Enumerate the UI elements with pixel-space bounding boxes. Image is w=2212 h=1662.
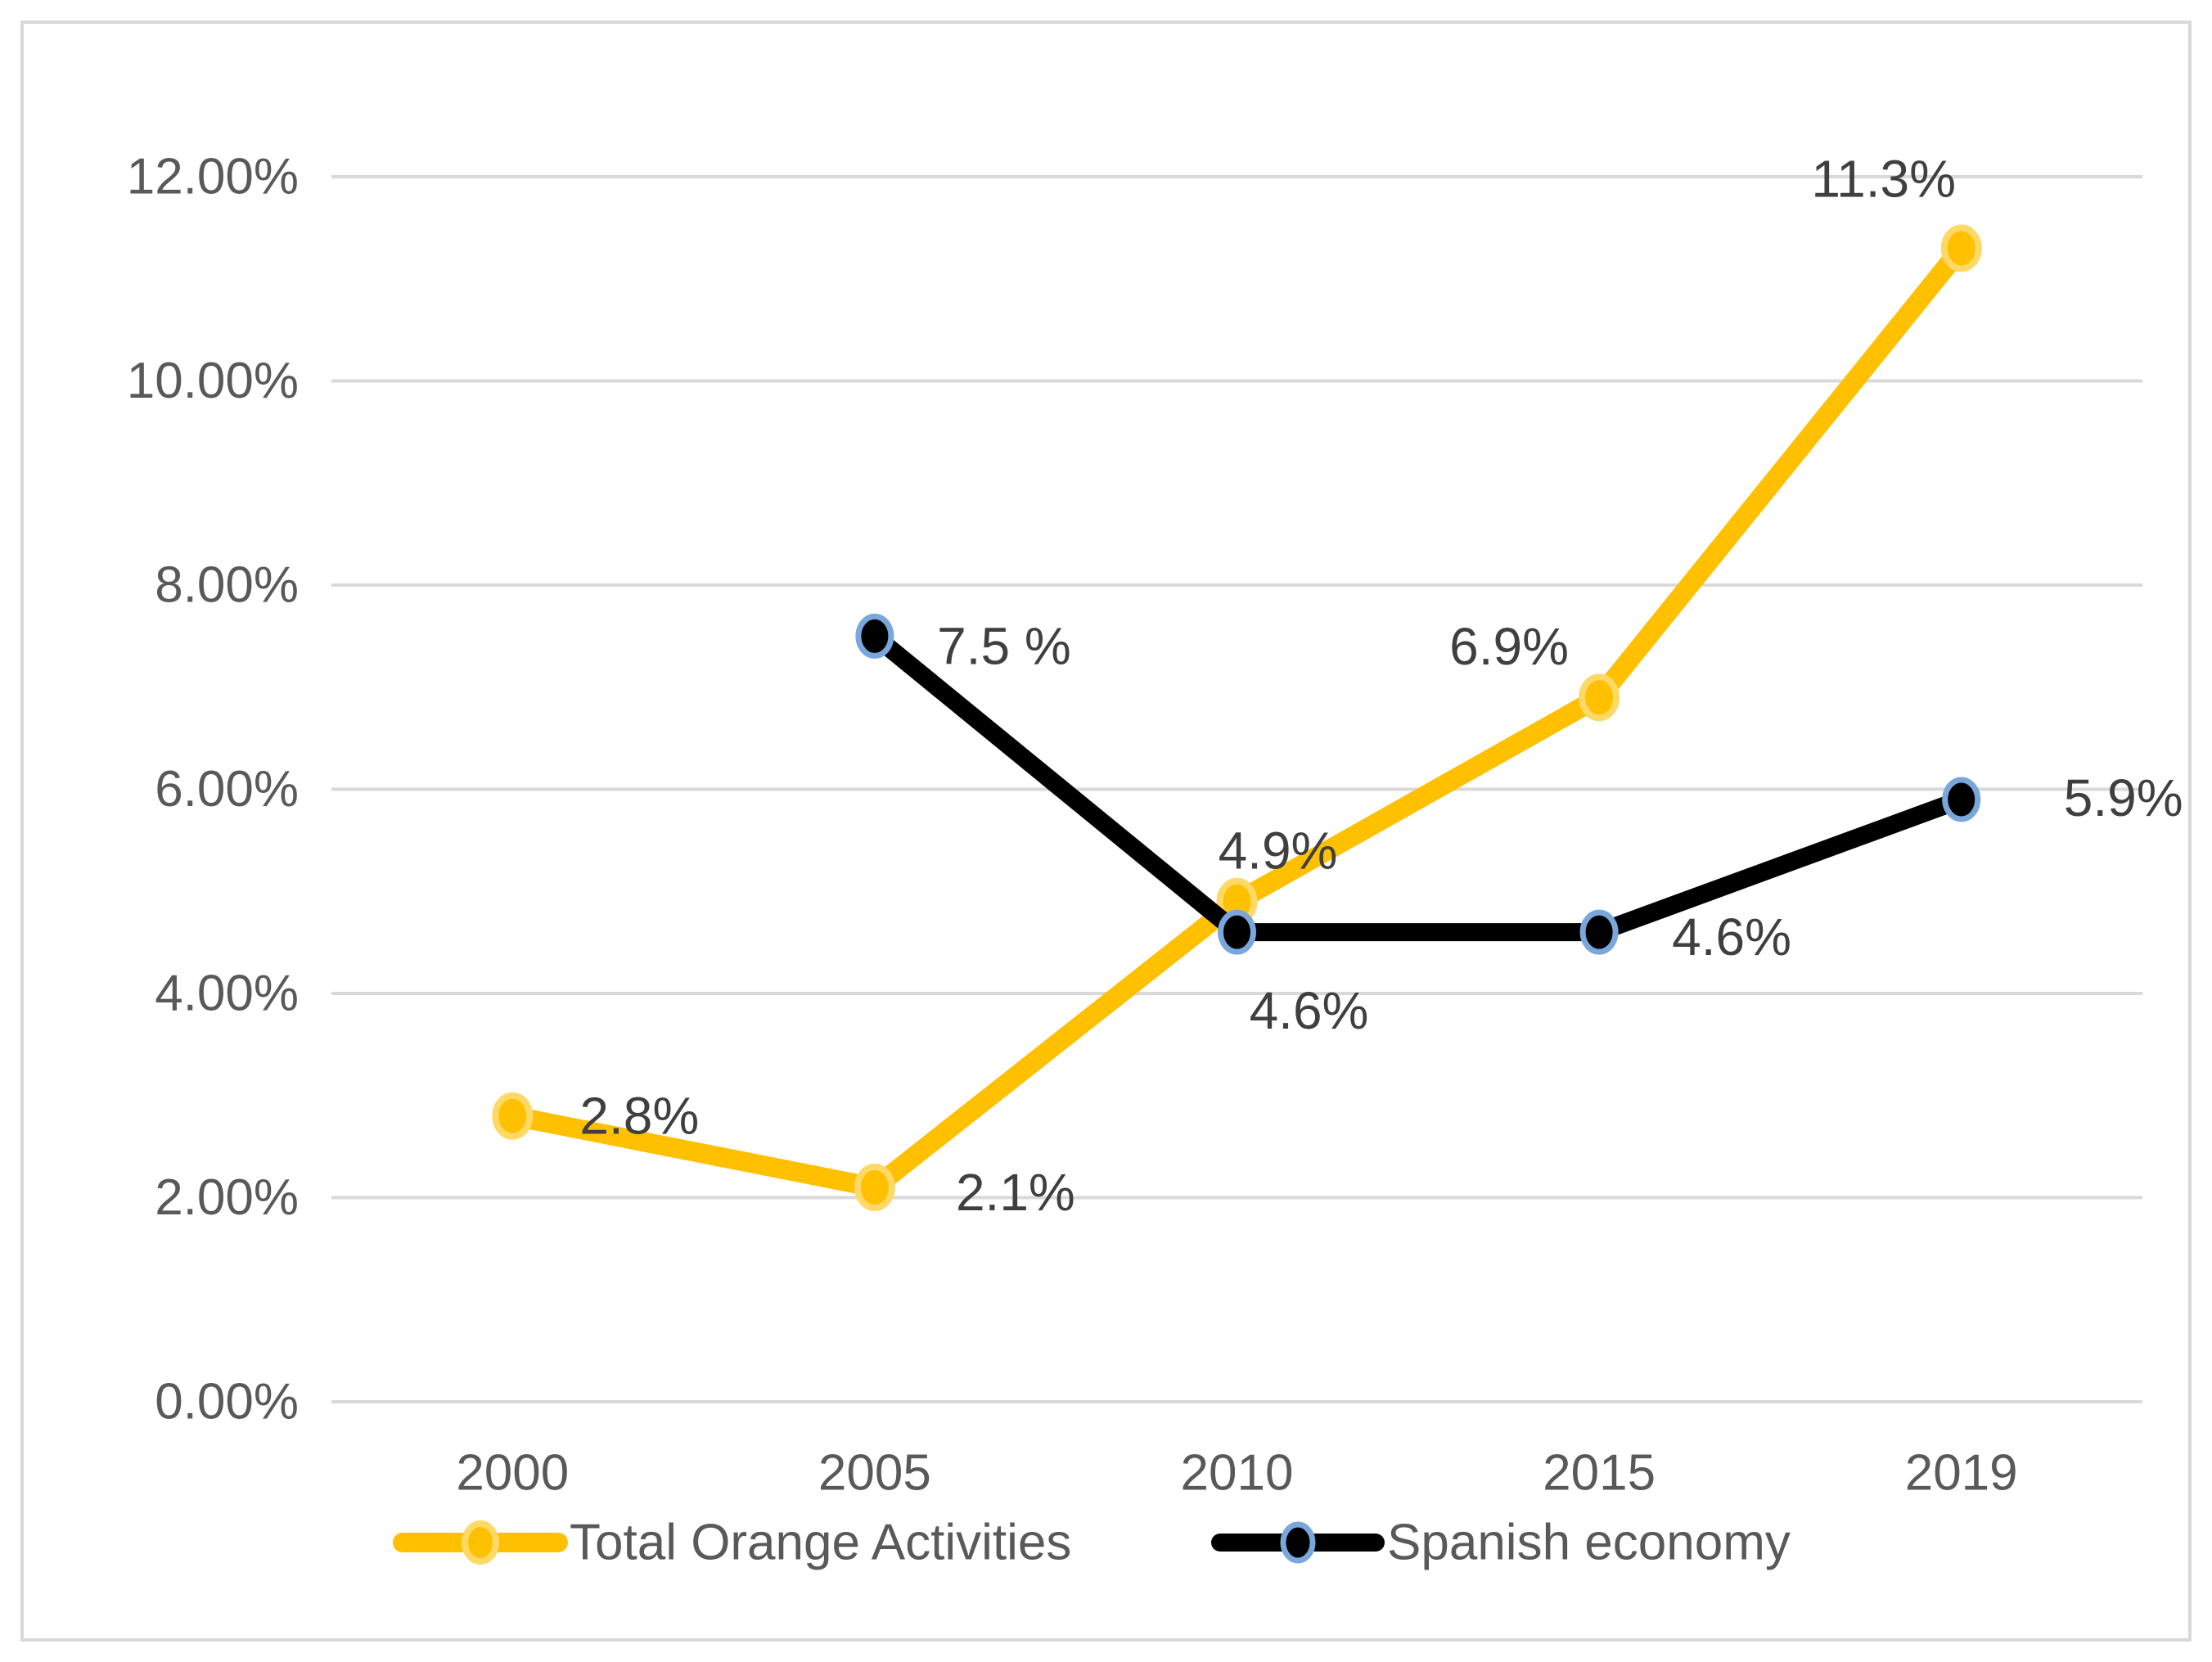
y-tick-label: 12.00% — [127, 149, 299, 205]
series-marker-spanish-economy — [1218, 909, 1256, 955]
legend-label: Spanish economy — [1387, 1515, 1791, 1571]
y-tick-label: 6.00% — [155, 761, 299, 817]
data-label-spanish-economy-2005: 7.5 % — [937, 616, 1071, 675]
series-marker-spanish-economy — [855, 613, 894, 659]
x-tick-label: 2000 — [456, 1445, 569, 1502]
data-label-total-orange-activities-2010: 4.9% — [1219, 822, 1338, 881]
y-tick-label: 8.00% — [155, 557, 299, 614]
x-tick-label: 2005 — [818, 1445, 931, 1502]
legend-item-total-orange-activities: Total Orange Activities — [393, 1515, 1071, 1571]
series-marker-spanish-economy — [1579, 909, 1619, 955]
series-marker-total-orange-activities — [1940, 224, 1982, 272]
data-label-total-orange-activities-2019: 11.3% — [1811, 149, 1956, 208]
data-label-spanish-economy-2019: 5.9% — [2064, 768, 2183, 827]
data-label-total-orange-activities-2000: 2.8% — [579, 1087, 699, 1146]
legend-marker-swatch — [1280, 1521, 1316, 1564]
legend-marker-swatch — [462, 1520, 499, 1565]
y-tick-label: 2.00% — [155, 1169, 299, 1226]
legend-label: Total Orange Activities — [570, 1515, 1071, 1571]
series-marker-total-orange-activities — [854, 1164, 895, 1212]
x-tick-label: 2010 — [1181, 1445, 1294, 1502]
data-label-total-orange-activities-2005: 2.1% — [956, 1163, 1075, 1222]
y-tick-label: 4.00% — [155, 966, 299, 1022]
data-label-spanish-economy-2010: 4.6% — [1250, 981, 1369, 1040]
series-line-spanish-economy — [865, 627, 1971, 942]
y-tick-label: 10.00% — [127, 353, 299, 409]
series-marker-total-orange-activities — [492, 1092, 534, 1140]
x-tick-label: 2015 — [1543, 1445, 1656, 1502]
series-marker-total-orange-activities — [1579, 673, 1620, 722]
x-tick-label: 2019 — [1905, 1445, 2018, 1502]
y-tick-label: 0.00% — [155, 1374, 299, 1430]
data-label-total-orange-activities-2015: 6.9% — [1449, 617, 1569, 676]
series-marker-spanish-economy — [1942, 777, 1981, 822]
data-label-spanish-economy-2015: 4.6% — [1672, 908, 1791, 966]
legend-item-spanish-economy: Spanish economy — [1211, 1515, 1791, 1571]
